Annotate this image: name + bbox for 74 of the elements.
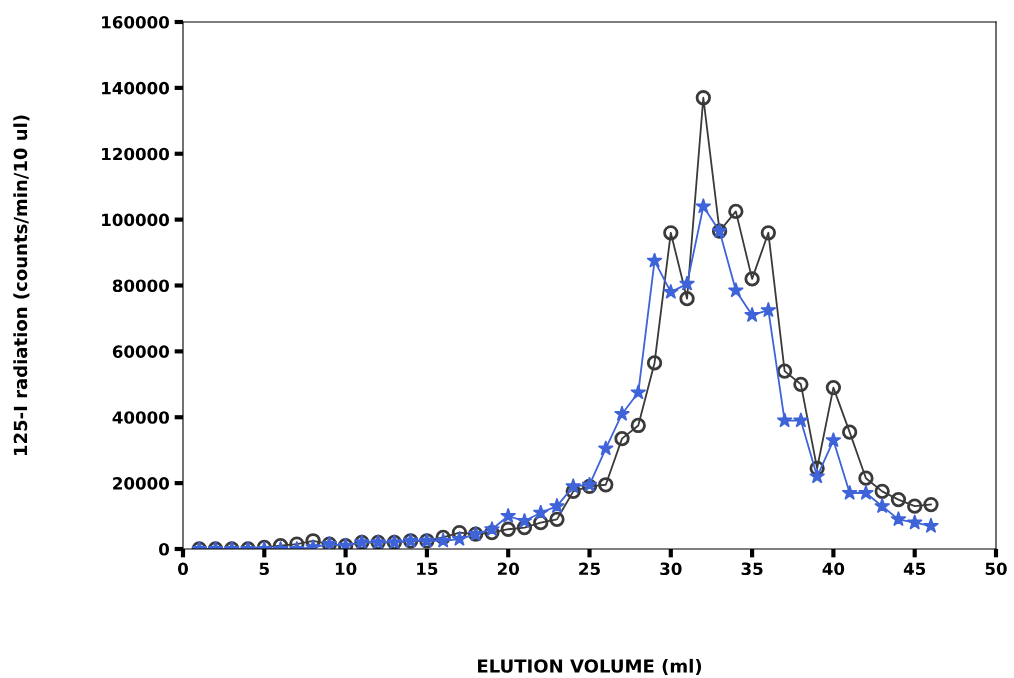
point (744, 271, 760, 287)
point (858, 470, 874, 486)
point (728, 203, 744, 220)
point (483, 520, 500, 537)
point (549, 511, 565, 527)
point (809, 460, 825, 476)
point (646, 252, 663, 268)
point (874, 483, 890, 499)
point (679, 291, 695, 307)
point (760, 225, 776, 241)
x-tick-label: 10 (335, 562, 357, 576)
point (857, 484, 874, 500)
point (841, 484, 858, 500)
y-tick-label: 160000 (102, 15, 170, 29)
point (744, 306, 761, 323)
x-tick-label: 40 (822, 562, 845, 576)
point (451, 530, 468, 546)
point (890, 491, 907, 508)
x-tick-label: 15 (417, 562, 438, 576)
x-tick-label: 20 (497, 562, 519, 576)
point (598, 477, 614, 493)
x-tick-label: 35 (741, 562, 763, 576)
point (630, 417, 646, 434)
point (516, 512, 533, 528)
x-axis-title: ELUTION VOLUME (ml) (478, 658, 702, 675)
x-tick-label: 0 (178, 562, 188, 576)
point (484, 524, 500, 541)
y-axis-title: 125-I radiation (counts/min/10 ul) (13, 115, 30, 456)
y-tick-label: 80000 (112, 279, 170, 293)
point (906, 514, 923, 530)
point (907, 498, 923, 514)
point (500, 507, 517, 523)
point (760, 301, 777, 318)
y-tick-label: 20000 (113, 477, 170, 490)
point (662, 283, 679, 299)
point (614, 431, 630, 447)
point (565, 478, 582, 494)
point (793, 376, 809, 392)
x-tick-label: 30 (660, 562, 682, 576)
point (809, 468, 826, 484)
point (874, 497, 891, 514)
point (776, 363, 793, 379)
point (825, 431, 842, 448)
y-tick-label: 120000 (102, 147, 170, 161)
point (630, 384, 647, 400)
point (597, 440, 614, 456)
x-tick-label: 25 (579, 562, 600, 576)
point (890, 511, 907, 527)
point (646, 355, 663, 371)
y-tick-label: 40000 (112, 411, 170, 424)
x-tick-label: 50 (985, 562, 1007, 576)
point (516, 519, 533, 536)
y-tick-label: 60000 (112, 345, 170, 358)
point (727, 282, 744, 298)
point (695, 198, 712, 214)
point (776, 412, 793, 428)
y-tick-label: 140000 (102, 81, 170, 95)
point (663, 225, 679, 241)
point (549, 497, 565, 514)
point (922, 517, 939, 533)
y-tick-label: 100000 (102, 213, 170, 227)
point (532, 504, 549, 520)
point (792, 412, 809, 428)
point (825, 379, 842, 396)
x-tick-label: 45 (903, 562, 926, 576)
point (923, 496, 939, 513)
point (679, 275, 696, 291)
point (533, 515, 549, 531)
point (695, 90, 711, 106)
point (842, 424, 858, 440)
point (614, 405, 630, 421)
y-tick-label: 0 (159, 542, 170, 556)
x-tick-label: 5 (259, 562, 269, 576)
point (500, 521, 516, 537)
